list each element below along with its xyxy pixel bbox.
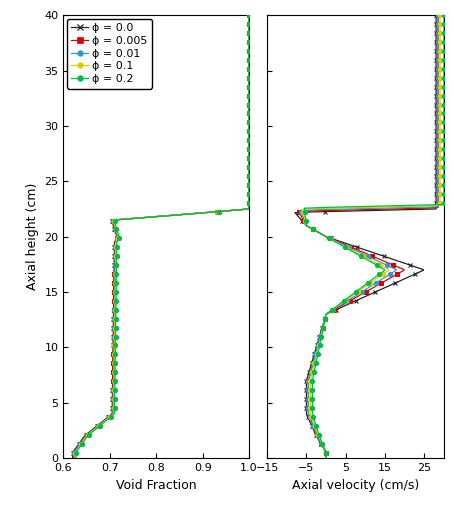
X-axis label: Axial velocity (cm/s): Axial velocity (cm/s) <box>292 478 419 492</box>
Y-axis label: Axial height (cm): Axial height (cm) <box>26 183 39 290</box>
Legend: ϕ = 0.0, ϕ = 0.005, ϕ = 0.01, ϕ = 0.1, ϕ = 0.2: ϕ = 0.0, ϕ = 0.005, ϕ = 0.01, ϕ = 0.1, ϕ… <box>67 19 152 89</box>
X-axis label: Void Fraction: Void Fraction <box>116 478 197 492</box>
